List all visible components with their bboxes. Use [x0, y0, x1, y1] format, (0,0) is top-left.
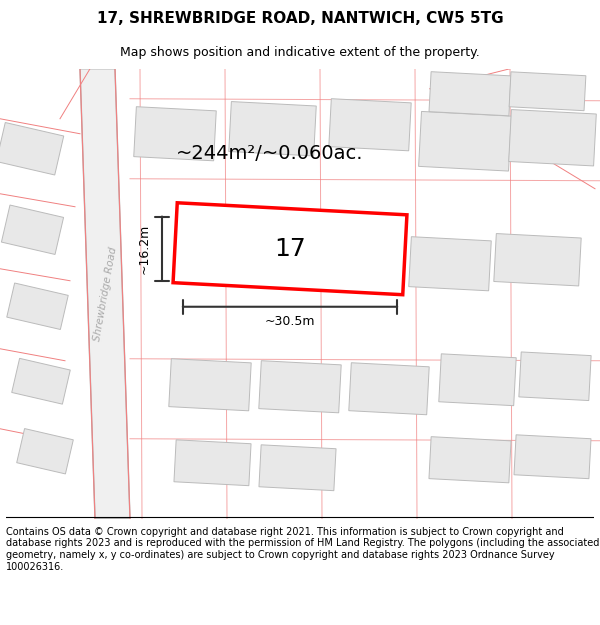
Polygon shape: [509, 109, 596, 166]
Polygon shape: [0, 122, 64, 175]
Polygon shape: [329, 99, 411, 151]
Polygon shape: [514, 435, 591, 479]
Polygon shape: [80, 69, 130, 519]
Polygon shape: [134, 107, 216, 161]
Polygon shape: [419, 111, 511, 171]
Polygon shape: [174, 440, 251, 486]
Text: ~16.2m: ~16.2m: [137, 224, 151, 274]
Text: Shrewbridge Road: Shrewbridge Road: [92, 246, 118, 342]
Polygon shape: [494, 234, 581, 286]
Polygon shape: [519, 352, 591, 401]
Polygon shape: [349, 362, 429, 415]
Polygon shape: [439, 354, 516, 406]
Polygon shape: [12, 358, 70, 404]
Polygon shape: [259, 445, 336, 491]
Polygon shape: [17, 429, 73, 474]
Polygon shape: [409, 237, 491, 291]
Text: 17, SHREWBRIDGE ROAD, NANTWICH, CW5 5TG: 17, SHREWBRIDGE ROAD, NANTWICH, CW5 5TG: [97, 11, 503, 26]
Text: ~30.5m: ~30.5m: [265, 315, 315, 328]
Polygon shape: [1, 205, 64, 254]
Polygon shape: [7, 283, 68, 329]
Polygon shape: [173, 202, 407, 295]
Polygon shape: [169, 359, 251, 411]
Text: Contains OS data © Crown copyright and database right 2021. This information is : Contains OS data © Crown copyright and d…: [6, 527, 599, 572]
Polygon shape: [429, 72, 511, 116]
Polygon shape: [509, 72, 586, 111]
Polygon shape: [259, 361, 341, 413]
Polygon shape: [429, 437, 511, 483]
Text: 17: 17: [274, 237, 306, 261]
Text: Map shows position and indicative extent of the property.: Map shows position and indicative extent…: [120, 46, 480, 59]
Text: ~244m²/~0.060ac.: ~244m²/~0.060ac.: [176, 144, 364, 163]
Polygon shape: [229, 101, 316, 156]
